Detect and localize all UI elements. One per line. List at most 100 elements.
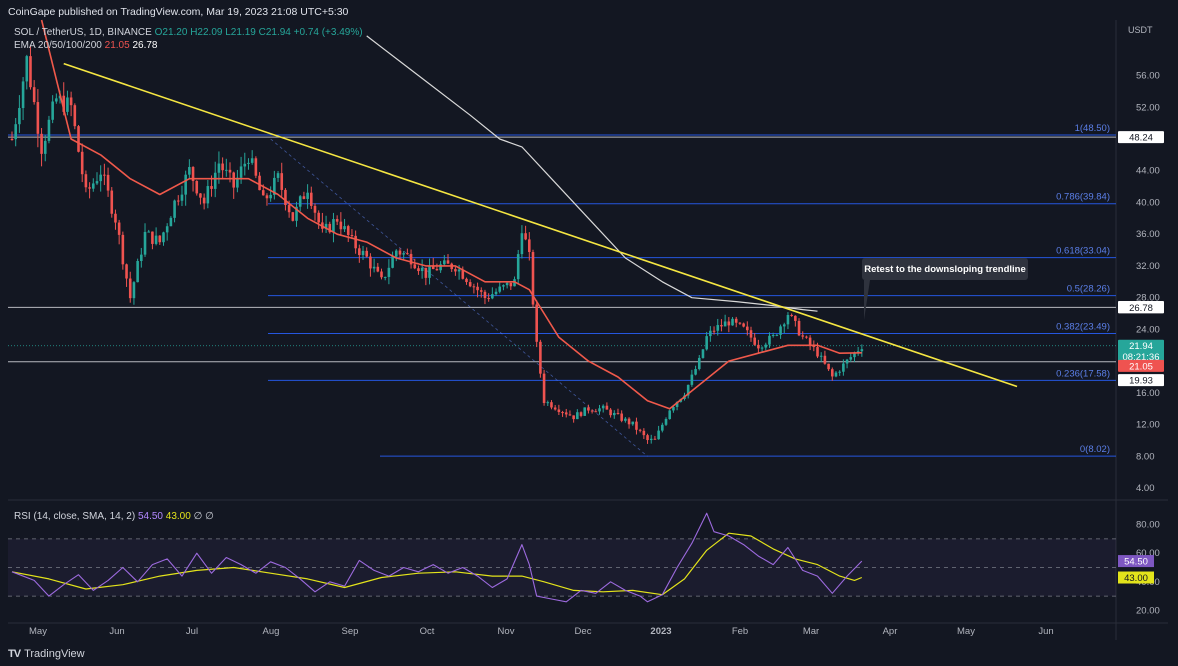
fib-level-label: 0.786(39.84): [1056, 192, 1110, 203]
candle-body: [420, 267, 424, 272]
time-tick-label: May: [957, 626, 975, 637]
candle-body: [587, 407, 590, 411]
candle-body: [601, 405, 605, 409]
downsloping-trendline: [63, 62, 1018, 388]
rsi-legend[interactable]: RSI (14, close, SMA, 14, 2) 54.50 43.00 …: [14, 511, 214, 522]
candle-body: [40, 133, 43, 154]
candle-body: [114, 213, 117, 223]
candle-body: [80, 151, 84, 175]
candle-body: [509, 282, 513, 287]
candle-body: [468, 282, 472, 287]
candle-body: [25, 56, 29, 82]
annotation-text: Retest to the downsloping trendline: [864, 264, 1026, 275]
ema-legend[interactable]: EMA 20/50/100/200 21.05 26.78: [14, 40, 157, 51]
candle-body: [383, 276, 387, 278]
candle-body: [535, 304, 538, 342]
price-axis-tag: [1118, 131, 1164, 144]
candle-body: [753, 337, 756, 345]
symbol-legend[interactable]: SOL / TetherUS, 1D, BINANCE O21.20 H22.0…: [14, 27, 363, 38]
candle-body: [106, 174, 110, 191]
candle-body: [454, 269, 457, 272]
candle-body: [413, 264, 417, 269]
candle-body: [797, 320, 801, 336]
ohlc-change: +0.74 (+3.49%): [293, 27, 363, 38]
candle-body: [483, 291, 487, 299]
candle-body: [213, 172, 217, 189]
candle-body: [738, 322, 742, 324]
candle-body: [742, 323, 745, 327]
candle-body: [103, 174, 106, 176]
price-tick-label: 12.00: [1136, 420, 1160, 431]
candle-body: [162, 232, 165, 243]
candle-body: [764, 344, 768, 348]
candle-body: [232, 172, 235, 188]
candle-body: [771, 334, 775, 336]
price-tick-label: 16.00: [1136, 388, 1160, 399]
candle-body: [217, 163, 221, 173]
candle-body: [768, 335, 771, 345]
candle-body: [856, 351, 860, 353]
tradingview-brand[interactable]: TV TradingView: [8, 648, 85, 660]
candle-body: [125, 264, 128, 279]
candle-body: [594, 411, 598, 413]
ema-slow-value: 26.78: [132, 40, 158, 51]
candle-body: [372, 266, 376, 269]
ema-200-line: [366, 35, 818, 312]
candle-body: [273, 177, 276, 195]
fib-level-label: 0.382(23.49): [1056, 321, 1110, 332]
candle-body: [786, 314, 790, 325]
price-tick-label: 52.00: [1136, 102, 1160, 113]
candle-body: [221, 163, 224, 171]
candle-body: [128, 278, 132, 299]
fib-level-label: 0.618(33.04): [1056, 246, 1110, 257]
rsi-sma-value: 43.00: [165, 511, 191, 522]
candle-body: [10, 139, 14, 140]
time-tick-label: Dec: [575, 626, 592, 637]
price-axis-tag: [1118, 359, 1164, 372]
candle-body: [247, 162, 250, 164]
fib-level-label: 0.5(28.26): [1067, 284, 1110, 295]
candle-body: [43, 140, 47, 154]
time-tick-label: Jun: [109, 626, 124, 637]
candle-body: [391, 256, 394, 268]
candle-body: [132, 282, 136, 299]
candle-body: [701, 349, 705, 358]
publish-info: CoinGape published on TradingView.com, M…: [8, 6, 349, 18]
candle-body: [47, 119, 51, 141]
price-axis-tag-label: 21.05: [1129, 361, 1153, 372]
fib-level-label: 0(8.02): [1080, 444, 1110, 455]
candle-body: [827, 363, 830, 370]
time-tick-label: Jun: [1038, 626, 1053, 637]
candle-body: [136, 261, 139, 283]
candle-body: [609, 409, 612, 416]
annotation-pointer: [864, 280, 870, 320]
candle-body: [354, 235, 357, 249]
candle-body: [472, 286, 476, 288]
candle-body: [672, 406, 675, 411]
candle-body: [309, 192, 313, 206]
candle-body: [51, 101, 54, 120]
candle-body: [723, 321, 727, 327]
candle-body: [243, 163, 247, 167]
candle-body: [564, 412, 568, 415]
candle-body: [417, 268, 420, 272]
rsi-axis-tag-label: 43.00: [1124, 573, 1148, 584]
candle-body: [794, 315, 797, 321]
fib-level-label: 1(48.50): [1075, 123, 1110, 134]
price-tick-label: 8.00: [1136, 451, 1155, 462]
candle-body: [576, 412, 579, 420]
candle-body: [524, 233, 527, 240]
candle-body: [731, 318, 734, 326]
price-tick-label: 24.00: [1136, 324, 1160, 335]
candle-body: [760, 347, 764, 349]
candle-body: [121, 234, 125, 265]
candle-body: [428, 265, 431, 278]
candle-body: [254, 158, 258, 176]
candle-body: [583, 407, 587, 416]
candle-body: [491, 294, 494, 299]
candle-body: [775, 334, 779, 336]
brand-label: TradingView: [24, 648, 85, 660]
candle-body: [188, 167, 191, 175]
time-tick-label: Mar: [803, 626, 819, 637]
